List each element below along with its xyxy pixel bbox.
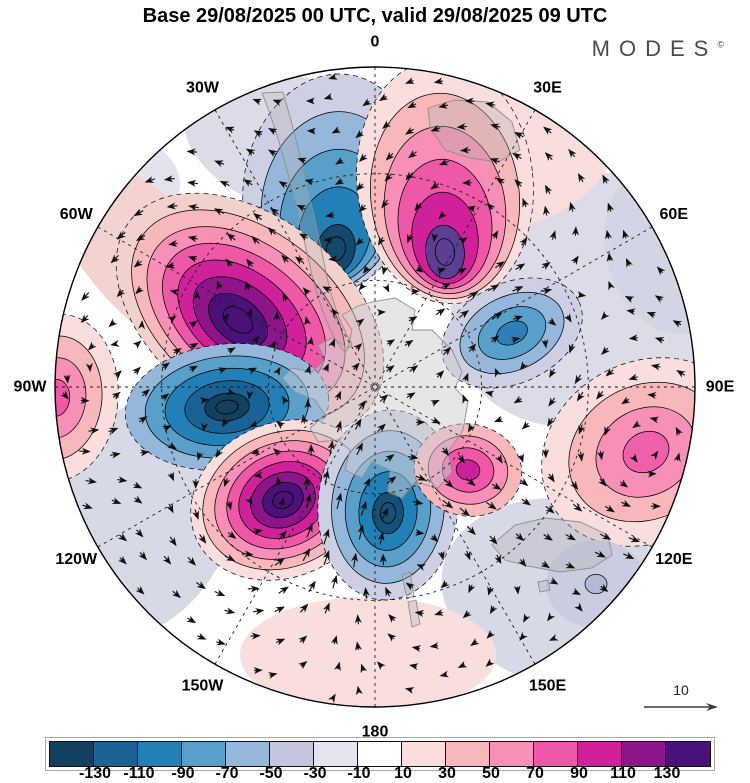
- map-field-layer: [55, 67, 695, 707]
- colorbar-segment: [666, 742, 710, 766]
- colorbar-tick-label: 10: [394, 765, 412, 782]
- copyright-mark: ©: [717, 39, 724, 50]
- longitude-label-150e: 150E: [529, 677, 567, 694]
- colorbar-tick-label: -10: [347, 765, 371, 782]
- longitude-label-30e: 30E: [533, 80, 562, 97]
- colorbar-tick-label: 110: [610, 765, 636, 782]
- anomaly-blob-ring: [455, 459, 481, 481]
- page-title: Base 29/08/2025 00 UTC, valid 29/08/2025…: [142, 5, 608, 27]
- colorbar-segment: [182, 742, 226, 766]
- modes-logo-text: MODES: [591, 36, 718, 61]
- anomaly-blob-ring: [240, 597, 496, 707]
- longitude-label-60e: 60E: [660, 206, 689, 223]
- map-circle-outline: [54, 66, 696, 708]
- colorbar-segments: [49, 741, 711, 767]
- colorbar-tick-label: -70: [215, 765, 239, 782]
- colorbar-segment: [138, 742, 182, 766]
- colorbar-segment: [490, 742, 534, 766]
- colorbar-segment: [94, 742, 138, 766]
- colorbar-tick-label: -50: [259, 765, 283, 782]
- colorbar-segment: [270, 742, 314, 766]
- colorbar-segment: [226, 742, 270, 766]
- colorbar-tick-label: 70: [526, 765, 544, 782]
- colorbar-tick-label: -30: [303, 765, 327, 782]
- anomaly-blob-ring: [584, 573, 608, 595]
- colorbar-tick-label: -90: [171, 765, 195, 782]
- colorbar-tick-label: 30: [438, 765, 456, 782]
- coastline-south-america: [261, 91, 353, 353]
- colorbar-segment: [622, 742, 666, 766]
- longitude-label-90w: 90W: [14, 379, 48, 396]
- longitude-label-120e: 120E: [655, 551, 693, 568]
- colorbar-tick-label: -130: [78, 765, 112, 782]
- anomaly-blob-ring: [208, 293, 268, 347]
- longitude-label-0: 0: [371, 34, 380, 51]
- colorbar-segment: [534, 742, 578, 766]
- longitude-label-30w: 30W: [186, 80, 220, 97]
- longitude-label-150w: 150W: [182, 677, 225, 694]
- wind-arrows-layer: [60, 72, 686, 704]
- graticule: [55, 67, 695, 707]
- colorbar: [45, 737, 715, 771]
- colorbar-tick-label: 90: [570, 765, 588, 782]
- longitude-label-180: 180: [362, 724, 389, 741]
- colorbar-segment: [50, 742, 94, 766]
- colorbar-tick-labels: -130 -110 -90 -70 -50 -30 -10 10 30 50 70 90 110 130: [0, 765, 750, 783]
- longitude-label-120w: 120W: [55, 551, 98, 568]
- anomaly-blob-ring: [55, 379, 71, 417]
- colorbar-segment: [358, 742, 402, 766]
- colorbar-segment: [446, 742, 490, 766]
- colorbar-segment: [314, 742, 358, 766]
- reference-arrow-glyph: [644, 703, 718, 711]
- longitude-label-60w: 60W: [60, 206, 94, 223]
- coastline-tasmania: [537, 579, 551, 593]
- colorbar-segment: [578, 742, 622, 766]
- colorbar-tick-label: -110: [123, 765, 155, 782]
- longitude-label-90e: 90E: [706, 379, 735, 396]
- reference-arrow: 10: [638, 682, 724, 714]
- colorbar-tick-label: 50: [482, 765, 500, 782]
- reference-arrow-label: 10: [673, 682, 689, 698]
- colorbar-segment: [402, 742, 446, 766]
- colorbar-tick-label: 130: [653, 765, 681, 782]
- modes-logo: MODES©: [592, 36, 724, 62]
